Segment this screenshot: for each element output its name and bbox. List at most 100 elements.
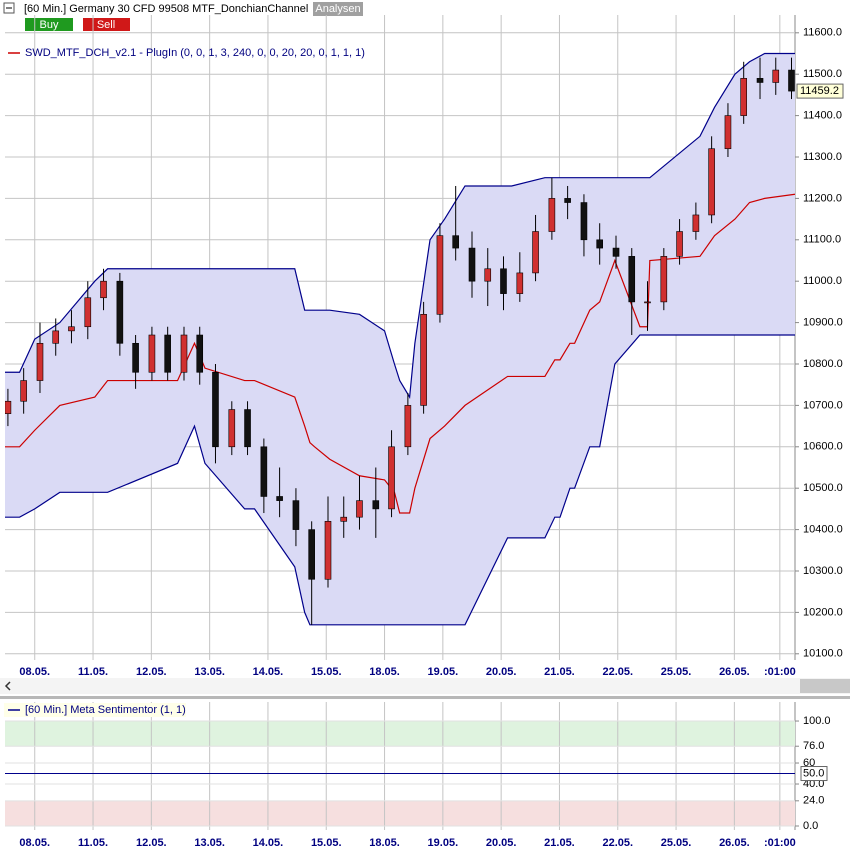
- candle-body: [644, 301, 651, 304]
- candle-body: [228, 409, 236, 448]
- candle-body: [36, 342, 44, 381]
- analysen-tab[interactable]: [313, 2, 363, 16]
- x-tick-label: 14.05.: [253, 666, 284, 678]
- x-tick-label: 21.05.: [544, 666, 575, 678]
- candle-body: [132, 342, 139, 373]
- sell-label: Sell: [97, 19, 115, 31]
- candle-body: [404, 405, 412, 448]
- candle-body: [212, 371, 219, 448]
- candle-body: [260, 446, 268, 497]
- x-tick-label: 11.05.: [78, 837, 108, 849]
- plot-area: [5, 702, 795, 830]
- candle-body: [276, 496, 283, 501]
- x-tick-label: 15.05.: [311, 837, 342, 849]
- last-price-box: [796, 83, 844, 99]
- candle-body: [20, 380, 27, 402]
- candle-body: [52, 330, 60, 344]
- candle-body: [5, 400, 12, 414]
- candle-body: [244, 409, 251, 448]
- x-tick-label: 13.05.: [194, 666, 225, 678]
- candle-body: [516, 272, 524, 294]
- value-label-box: [800, 766, 828, 782]
- scroll-thumb[interactable]: [800, 679, 850, 693]
- value-label: 50.0: [803, 767, 824, 779]
- y-tick-label: 11600.0: [803, 27, 842, 39]
- x-tick-label: 20.05.: [486, 666, 517, 678]
- y-tick-label: 10600.0: [803, 441, 843, 453]
- x-tick-label: 08.05.: [19, 837, 50, 849]
- candle-body: [324, 521, 332, 580]
- candle-body: [420, 314, 427, 406]
- x-tick-label: :01:00: [764, 837, 796, 849]
- candle-body: [180, 334, 188, 373]
- y-tick-label: 11000.0: [803, 275, 842, 287]
- buy-label: Buy: [40, 19, 59, 31]
- sell-button[interactable]: [83, 18, 130, 31]
- candle-body: [612, 247, 620, 257]
- candle-body: [772, 69, 780, 83]
- candle-body: [548, 198, 556, 232]
- candle-body: [580, 202, 588, 241]
- y-tick-label: 76.0: [803, 740, 824, 752]
- candle-body: [740, 78, 747, 116]
- candle-body: [692, 214, 700, 232]
- candle-body: [68, 326, 75, 332]
- candle-body: [164, 334, 171, 373]
- x-tick-label: 22.05.: [602, 666, 633, 678]
- candle-body: [724, 115, 732, 150]
- analysen-tab-label: Analysen: [315, 3, 360, 15]
- candle-body: [452, 235, 459, 249]
- legend-box: [4, 703, 186, 717]
- y-tick-label: 10900.0: [803, 317, 843, 329]
- candle-body: [628, 256, 636, 303]
- candle-body: [436, 235, 444, 315]
- x-tick-label: 15.05.: [311, 666, 342, 678]
- y-tick-label: 11300.0: [803, 151, 842, 163]
- x-tick-label: 20.05.: [486, 837, 517, 849]
- y-tick-label: 10100.0: [803, 648, 843, 660]
- candle-body: [500, 268, 507, 294]
- zone: [5, 800, 795, 827]
- x-tick-label: 21.05.: [544, 837, 575, 849]
- x-tick-label: 18.05.: [369, 666, 400, 678]
- y-tick-label: 10500.0: [803, 482, 843, 494]
- candle-body: [292, 500, 300, 530]
- candle-body: [372, 500, 380, 510]
- y-tick-label: 10300.0: [803, 565, 843, 577]
- candle-body: [468, 247, 476, 282]
- channel-lower: [5, 334, 795, 626]
- x-tick-label: 11.05.: [78, 666, 108, 678]
- x-tick-label: 08.05.: [19, 666, 50, 678]
- buy-button[interactable]: [25, 18, 73, 31]
- y-tick-label: 60: [803, 757, 815, 769]
- candle-body: [788, 69, 795, 92]
- x-tick-label: 26.05.: [719, 666, 750, 678]
- x-tick-label: 22.05.: [602, 837, 633, 849]
- y-tick-label: 24.0: [803, 795, 824, 807]
- panel-divider: [0, 696, 850, 699]
- x-tick-label: 26.05.: [719, 837, 750, 849]
- candle-body: [388, 446, 395, 510]
- y-tick-label: 0.0: [803, 820, 818, 832]
- legend-label: [60 Min.] Meta Sentimentor (1, 1): [25, 704, 186, 716]
- y-tick-label: 10700.0: [803, 399, 843, 411]
- candle-body: [148, 334, 156, 373]
- candle-body: [564, 198, 571, 203]
- candle-body: [660, 256, 668, 303]
- x-tick-label: :01:00: [764, 666, 796, 678]
- scrollbar[interactable]: [0, 678, 850, 694]
- x-tick-label: 25.05.: [661, 666, 692, 678]
- x-tick-label: 13.05.: [194, 837, 225, 849]
- candle-body: [532, 231, 539, 274]
- legend-label: SWD_MTF_DCH_v2.1 - PlugIn (0, 0, 1, 3, 2…: [25, 47, 365, 59]
- candle-body: [196, 334, 204, 373]
- y-tick-label: 11100.0: [803, 234, 841, 246]
- candle-body: [116, 280, 124, 344]
- candle-body: [596, 239, 603, 249]
- scroll-left-arrow[interactable]: [4, 681, 11, 691]
- x-tick-label: 12.05.: [136, 666, 167, 678]
- candle-body: [756, 78, 764, 83]
- y-tick-label: 11400.0: [803, 110, 842, 122]
- plot-area: [5, 15, 795, 660]
